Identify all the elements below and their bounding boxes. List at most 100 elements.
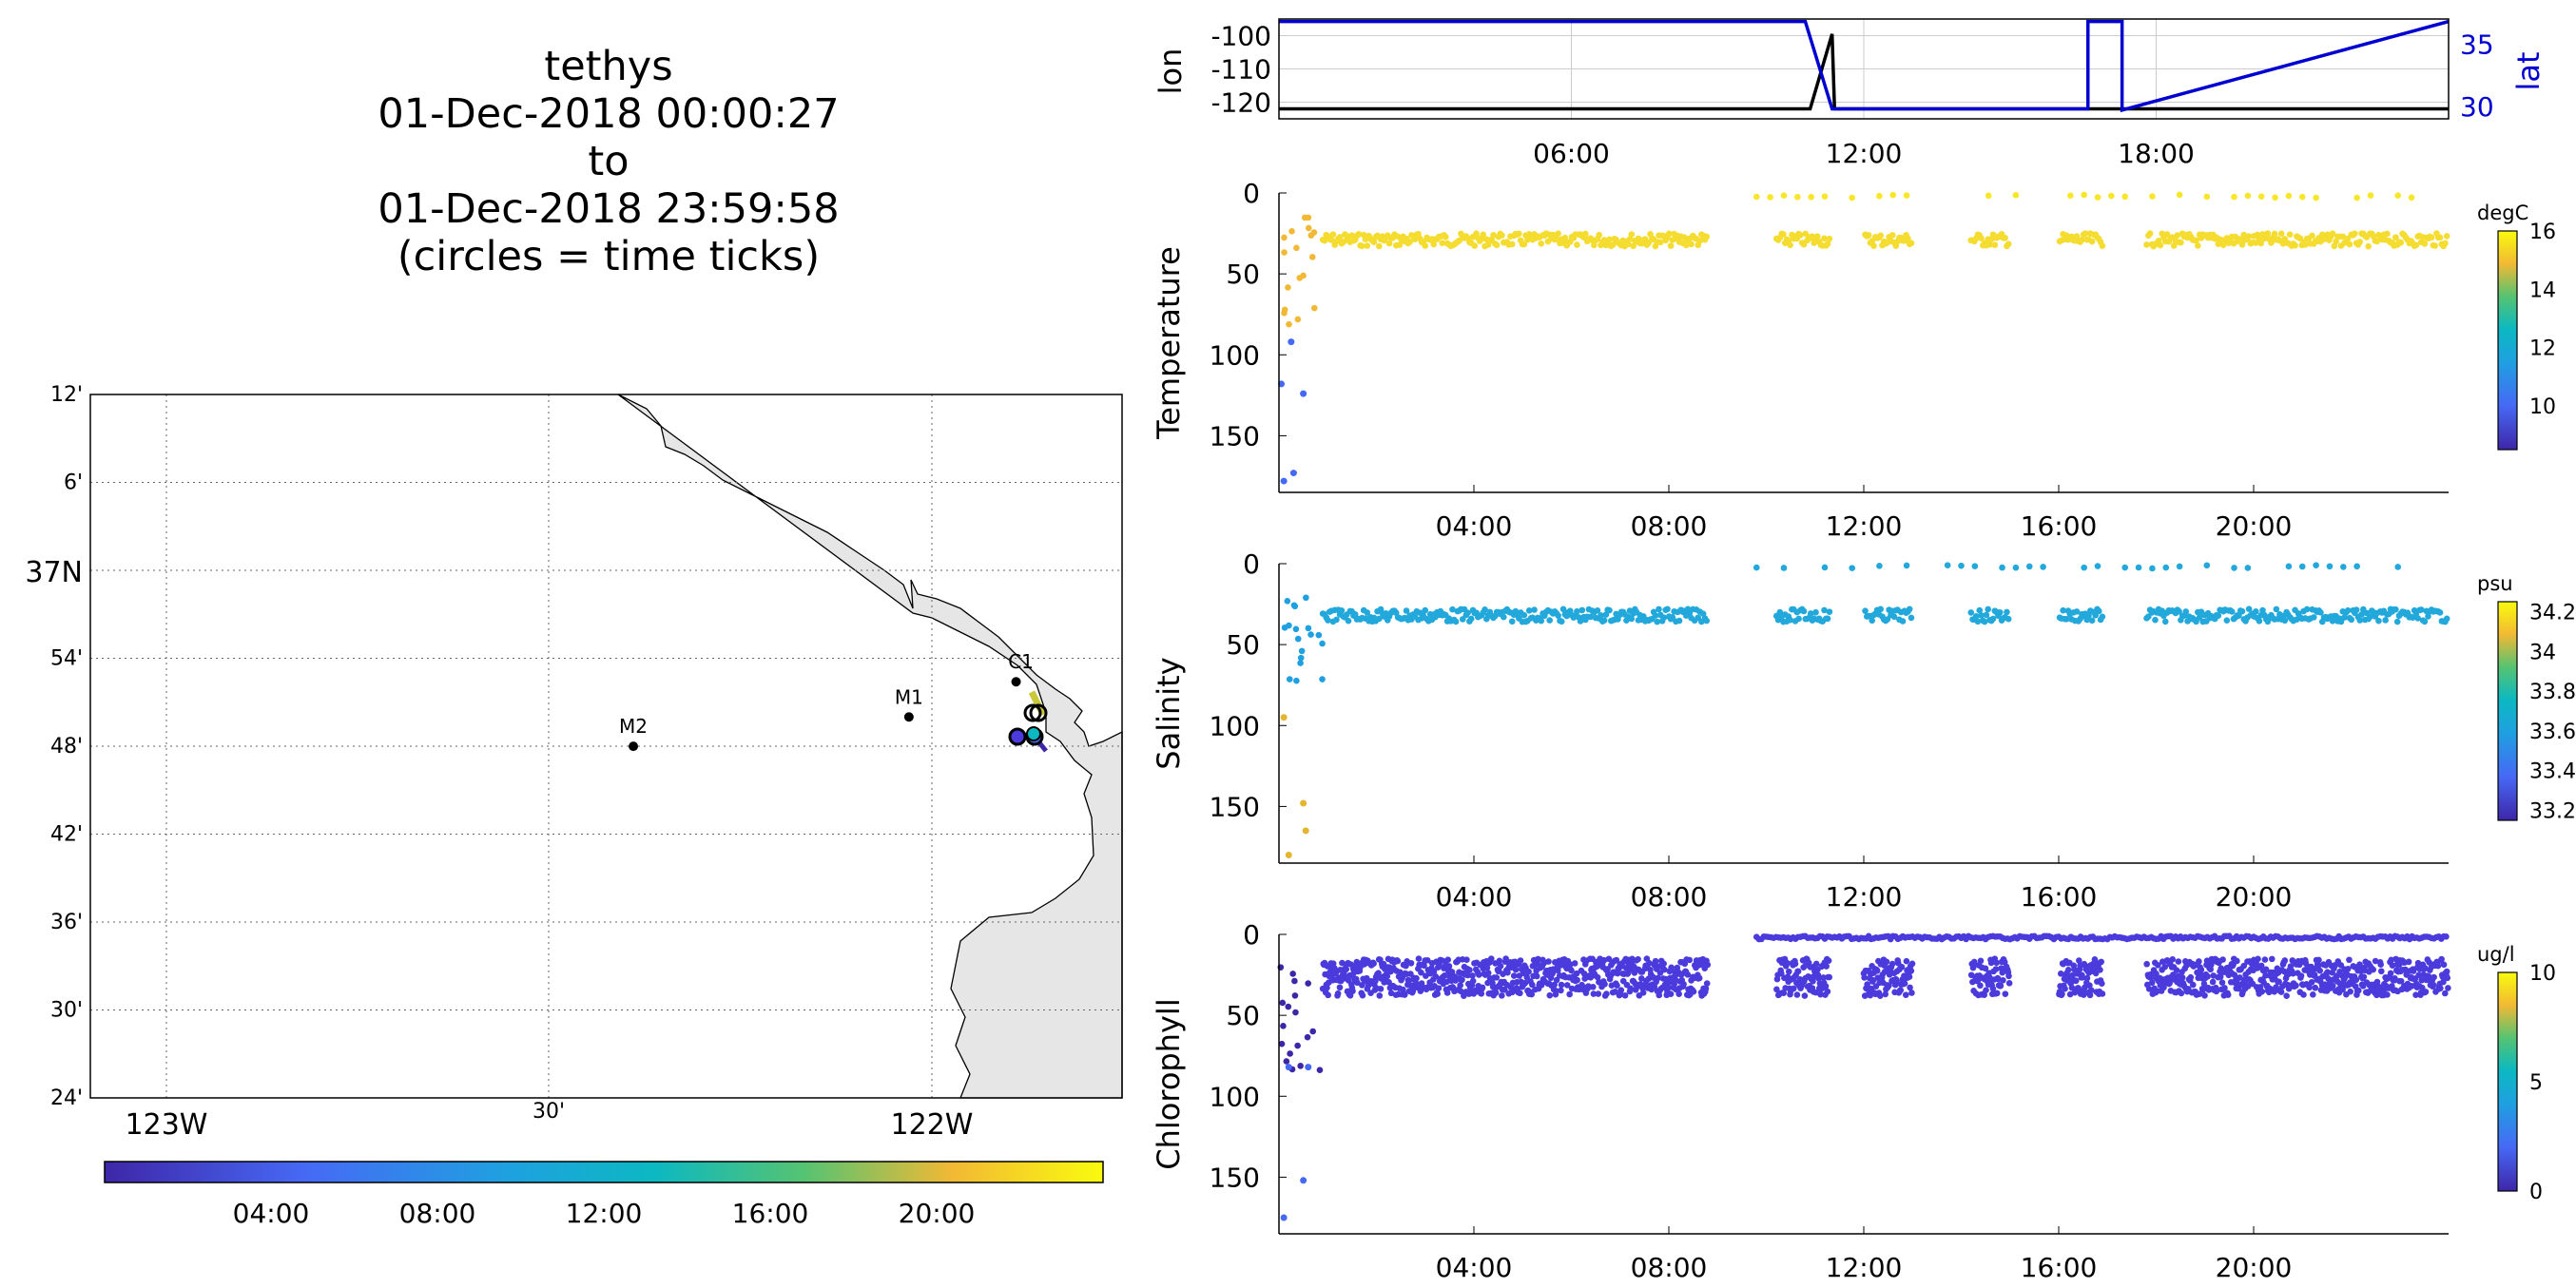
data-point [1401,991,1408,998]
data-point [1568,967,1575,974]
ylabel-chlorophyll: Chlorophyll [1151,998,1187,1169]
data-point [2176,607,2182,615]
data-point [2231,565,2237,571]
map-lat-tick: 6' [64,471,83,495]
data-point [1585,983,1592,990]
data-point [1801,992,1809,999]
lonlat-axes-frame [1278,18,2450,120]
data-point [1989,985,1997,992]
data-point [1528,981,1536,989]
data-point [1906,973,1913,980]
data-point [2410,968,2417,974]
data-point [1686,956,1694,964]
data-point [1493,241,1501,249]
data-point [1291,992,1299,999]
data-point [2099,613,2106,621]
map-grid [90,394,1122,1098]
data-point [1624,240,1632,248]
data-point [1574,607,1580,615]
data-point [1807,610,1814,617]
data-point [1329,231,1337,238]
data-point [2068,984,2076,991]
lat-tick-label: 30 [2460,91,2494,123]
data-point [1780,565,1788,571]
data-point [2443,932,2450,940]
data-point [1621,991,1629,999]
data-point [1665,230,1673,238]
data-point [2264,230,2272,237]
data-point [1327,237,1335,243]
data-point [1324,984,1330,991]
data-point [2354,987,2362,994]
data-point [2238,607,2246,615]
data-point [2421,240,2429,247]
data-point [1348,232,1355,240]
data-point [1784,960,1791,967]
data-point [1525,968,1532,975]
data-point [1561,234,1569,241]
data-point [1483,964,1491,971]
data-point [2315,962,2322,970]
data-point [2087,987,2095,994]
data-point [1703,980,1711,987]
title-line-note: (circles = time ticks) [397,233,821,280]
data-point [2257,193,2265,200]
data-point [2121,564,2128,571]
data-point [2397,977,2405,985]
data-point [1492,990,1500,996]
data-point [1812,960,1820,968]
data-point [2346,240,2353,248]
data-point [2076,957,2082,964]
data-point [1702,985,1710,992]
data-point [2308,979,2315,986]
data-point [2060,606,2066,614]
map-colorbar-labels: 04:00 08:00 12:00 16:00 20:00 [233,1198,976,1229]
y-tick-label: 150 [1210,1162,1260,1193]
data-point [2316,967,2323,974]
data-point [1981,991,1987,998]
time-tick-circle [1023,703,1042,722]
x-tick-label: 12:00 [1826,138,1903,169]
data-point [1999,969,2006,976]
data-point [1785,968,1792,975]
data-point [1287,1050,1293,1057]
time-tick-circle [1008,727,1027,746]
data-point [1660,960,1667,968]
data-point [1780,990,1788,996]
data-point [1343,966,1350,972]
map-lat-tick: 24' [50,1086,83,1110]
data-point [2149,565,2156,572]
data-point [1509,989,1516,996]
data-point [1517,957,1524,964]
data-point [2161,963,2169,971]
data-point [1767,194,1773,201]
data-point [1281,306,1288,314]
colorbar-tick: 33.4 [2529,760,2576,784]
data-point [1571,960,1579,967]
data-point [1877,606,1884,613]
data-point [1794,193,1801,201]
data-point [1545,958,1552,965]
data-point [2162,564,2170,571]
x-tick-label: 20:00 [2216,510,2293,542]
data-point [1292,1009,1299,1016]
data-point [1279,999,1287,1007]
y-tick-label: 50 [1226,1000,1260,1031]
data-point [1281,249,1288,256]
data-point [2285,192,2293,200]
data-point [1888,232,1896,239]
data-point [1463,956,1470,964]
data-point [1280,1214,1288,1221]
data-point [1553,988,1559,994]
data-point [1703,233,1711,240]
data-point [1696,238,1703,244]
data-point [1510,972,1518,979]
data-point [2059,990,2065,998]
data-point [2437,985,2444,991]
data-point [1598,612,1604,619]
data-point [2200,986,2207,992]
data-point [2285,563,2293,570]
map-lat-tick: 54' [50,647,83,671]
data-point [1982,965,1989,972]
data-point [1590,990,1598,997]
